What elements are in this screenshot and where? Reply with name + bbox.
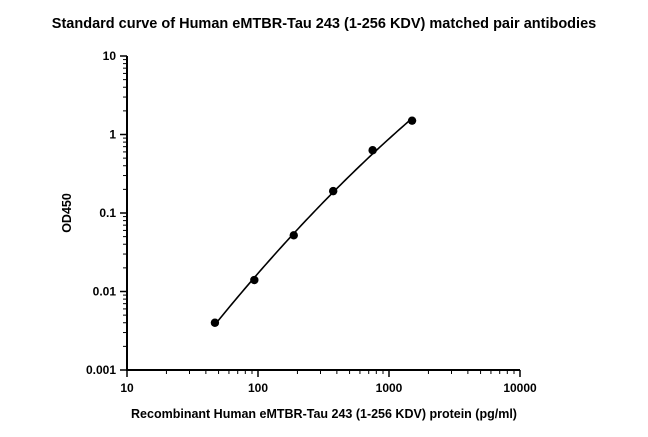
data-point	[328, 186, 338, 196]
x-tick-label: 100	[248, 381, 268, 395]
data-points	[210, 116, 417, 327]
y-tick-label: 1	[109, 128, 116, 142]
y-axis-label: OD450	[60, 193, 74, 233]
data-point	[250, 275, 259, 285]
data-point	[289, 231, 298, 240]
y-axis-ticks: 0.001 0.01 0.1 1 10	[86, 49, 127, 377]
data-point	[210, 318, 220, 327]
x-tick-label: 10	[120, 381, 134, 395]
x-tick-label: 1000	[376, 381, 403, 395]
y-tick-label: 10	[103, 49, 117, 63]
axes	[126, 56, 520, 371]
x-axis-ticks: 10 100 1000 10000	[120, 370, 537, 395]
x-tick-label: 10000	[503, 381, 537, 395]
x-axis-label: Recombinant Human eMTBR-Tau 243 (1-256 K…	[131, 407, 517, 421]
y-tick-label: 0.1	[99, 206, 116, 220]
data-point	[368, 146, 377, 155]
y-tick-label: 0.001	[86, 363, 116, 377]
data-point	[407, 116, 417, 125]
y-tick-label: 0.01	[93, 285, 117, 299]
chart-title: Standard curve of Human eMTBR-Tau 243 (1…	[52, 16, 596, 32]
fit-curve	[214, 117, 413, 326]
